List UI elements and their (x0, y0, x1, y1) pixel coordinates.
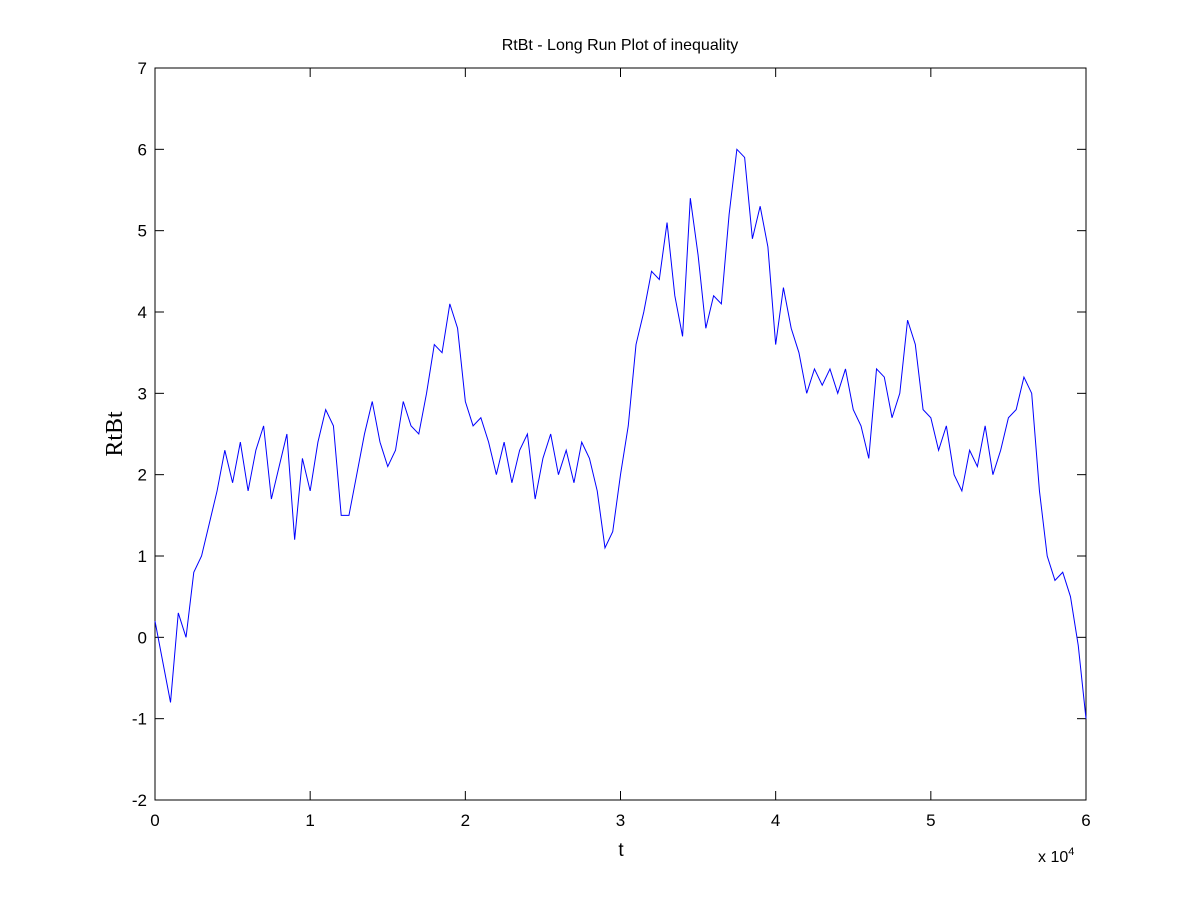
y-axis-label: RtBt (102, 411, 128, 457)
x-multiplier: x 104 (1038, 846, 1074, 866)
x-multiplier-base: x 10 (1038, 849, 1068, 866)
chart-title: RtBt - Long Run Plot of inequality (502, 37, 739, 54)
y-tick-label: -2 (132, 791, 147, 810)
x-tick-label: 0 (150, 811, 159, 830)
y-tick-label: 1 (138, 547, 147, 566)
y-tick-label: 4 (138, 303, 147, 322)
data-line (154, 148, 1087, 719)
x-tick-label: 5 (926, 811, 935, 830)
y-tick-label: 3 (138, 384, 147, 403)
x-multiplier-exponent: 4 (1068, 846, 1074, 858)
x-tick-label: 2 (461, 811, 470, 830)
x-tick-label: 6 (1081, 811, 1090, 830)
y-tick-label: 2 (138, 466, 147, 485)
y-tick-label: 7 (138, 59, 147, 78)
x-tick-label: 3 (616, 811, 625, 830)
x-axis-label: t (618, 840, 624, 861)
y-tick-label: 5 (138, 222, 147, 241)
y-tick-label: 6 (138, 140, 147, 159)
x-tick-label: 4 (771, 811, 780, 830)
y-tick-label: -1 (132, 710, 147, 729)
x-tick-label: 1 (305, 811, 314, 830)
y-tick-label: 0 (138, 628, 147, 647)
